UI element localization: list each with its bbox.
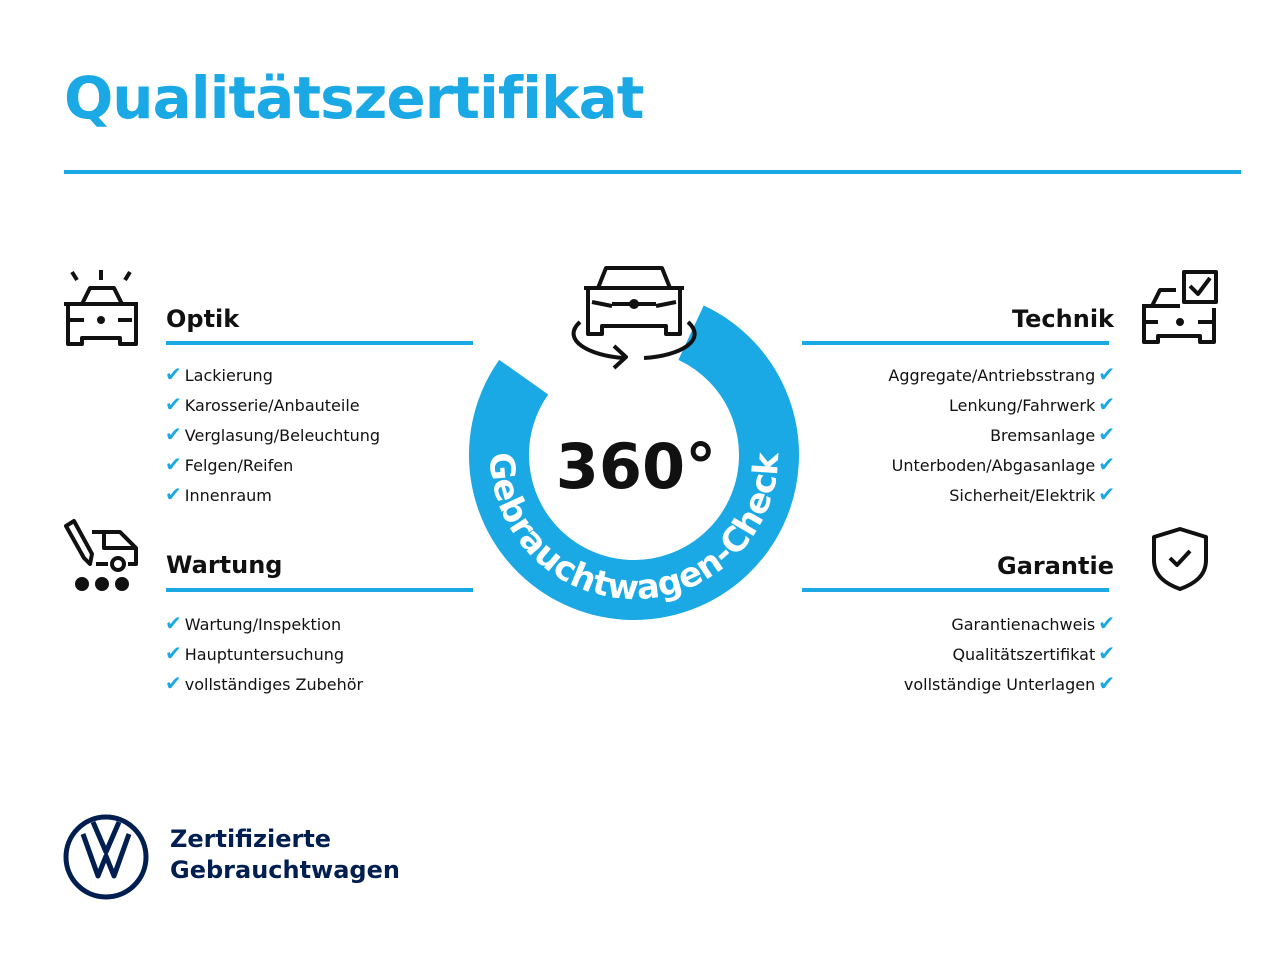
item-label: Verglasung/Beleuchtung xyxy=(184,426,381,445)
item-label: Felgen/Reifen xyxy=(184,456,294,475)
item-label: Aggregate/Antriebsstrang xyxy=(888,366,1096,385)
item-label: Qualitätszertifikat xyxy=(952,645,1096,664)
wartung-divider xyxy=(166,588,473,592)
brand-text: Zertifizierte Gebrauchtwagen xyxy=(170,824,400,886)
item-label: Lenkung/Fahrwerk xyxy=(948,396,1096,415)
list-item: ✔ Karosserie/Anbauteile xyxy=(162,389,380,419)
check-icon: ✔ xyxy=(1098,611,1115,635)
item-label: Lackierung xyxy=(184,366,273,385)
check-icon: ✔ xyxy=(1098,392,1115,416)
check-icon: ✔ xyxy=(165,671,182,695)
check-icon: ✔ xyxy=(165,641,182,665)
check-icon: ✔ xyxy=(165,422,182,446)
list-item: Sicherheit/Elektrik ✔ xyxy=(888,479,1118,509)
item-label: Innenraum xyxy=(184,486,272,505)
car-lights-icon xyxy=(64,270,138,346)
item-label: Hauptuntersuchung xyxy=(184,645,344,664)
service-van-icon xyxy=(64,519,138,591)
list-item: Garantienachweis ✔ xyxy=(904,608,1118,638)
section-title-optik: Optik xyxy=(166,305,240,333)
item-label: Karosserie/Anbauteile xyxy=(184,396,360,415)
check-icon: ✔ xyxy=(165,362,182,386)
brand-line-1: Zertifizierte xyxy=(170,825,332,853)
check-icon: ✔ xyxy=(1098,362,1115,386)
list-item: ✔ Felgen/Reifen xyxy=(162,449,380,479)
garantie-divider xyxy=(802,588,1109,592)
section-title-technik: Technik xyxy=(1011,305,1114,333)
degrees-label: 360° xyxy=(556,430,716,503)
check-icon: ✔ xyxy=(165,452,182,476)
check-icon: ✔ xyxy=(1098,671,1115,695)
360-check-badge: Gebrauchtwagen-Check 360° xyxy=(469,266,799,620)
check-icon: ✔ xyxy=(1098,482,1115,506)
list-item: ✔ Verglasung/Beleuchtung xyxy=(162,419,380,449)
vw-logo xyxy=(63,814,149,900)
item-label: Sicherheit/Elektrik xyxy=(949,486,1096,505)
list-item: ✔ Hauptuntersuchung xyxy=(162,638,363,668)
list-item: ✔ Innenraum xyxy=(162,479,380,509)
section-title-garantie: Garantie xyxy=(997,552,1114,580)
item-label: Wartung/Inspektion xyxy=(184,615,342,634)
list-item: Lenkung/Fahrwerk ✔ xyxy=(888,389,1118,419)
item-label: Garantienachweis xyxy=(951,615,1096,634)
section-title-wartung: Wartung xyxy=(166,551,283,579)
check-icon: ✔ xyxy=(165,392,182,416)
check-icon: ✔ xyxy=(165,611,182,635)
check-icon: ✔ xyxy=(1098,452,1115,476)
badge-ring xyxy=(469,290,799,620)
optik-list: ✔ Lackierung ✔ Karosserie/Anbauteile ✔ Verg… xyxy=(162,359,380,509)
technik-list: Aggregate/Antriebsstrang ✔ Lenkung/Fahrwe… xyxy=(888,359,1118,509)
list-item: ✔ vollständiges Zubehör xyxy=(162,668,363,698)
item-label: Bremsanlage xyxy=(990,426,1096,445)
wartung-list: ✔ Wartung/Inspektion ✔ Hauptuntersuchung ✔… xyxy=(162,608,363,698)
item-label: vollständige Unterlagen xyxy=(903,675,1096,694)
page-title: Qualitätszertifikat xyxy=(64,64,644,132)
item-label: Unterboden/Abgasanlage xyxy=(891,456,1096,475)
car-rotate-icon xyxy=(571,266,697,370)
check-icon: ✔ xyxy=(1098,641,1115,665)
item-label: vollständiges Zubehör xyxy=(184,675,364,694)
list-item: Aggregate/Antriebsstrang ✔ xyxy=(888,359,1118,389)
list-item: Bremsanlage ✔ xyxy=(888,419,1118,449)
check-icon: ✔ xyxy=(1098,422,1115,446)
technik-divider xyxy=(802,341,1109,345)
check-icon: ✔ xyxy=(165,482,182,506)
list-item: Unterboden/Abgasanlage ✔ xyxy=(888,449,1118,479)
brand-line-2: Gebrauchtwagen xyxy=(170,856,400,884)
title-divider xyxy=(64,170,1241,174)
optik-divider xyxy=(166,341,473,345)
shield-check-icon xyxy=(1152,527,1208,591)
list-item: ✔ Wartung/Inspektion xyxy=(162,608,363,638)
garantie-list: Garantienachweis ✔ Qualitätszertifikat ✔ v… xyxy=(904,608,1118,698)
list-item: Qualitätszertifikat ✔ xyxy=(904,638,1118,668)
list-item: ✔ Lackierung xyxy=(162,359,380,389)
car-checklist-icon xyxy=(1142,270,1218,344)
list-item: vollständige Unterlagen ✔ xyxy=(904,668,1118,698)
